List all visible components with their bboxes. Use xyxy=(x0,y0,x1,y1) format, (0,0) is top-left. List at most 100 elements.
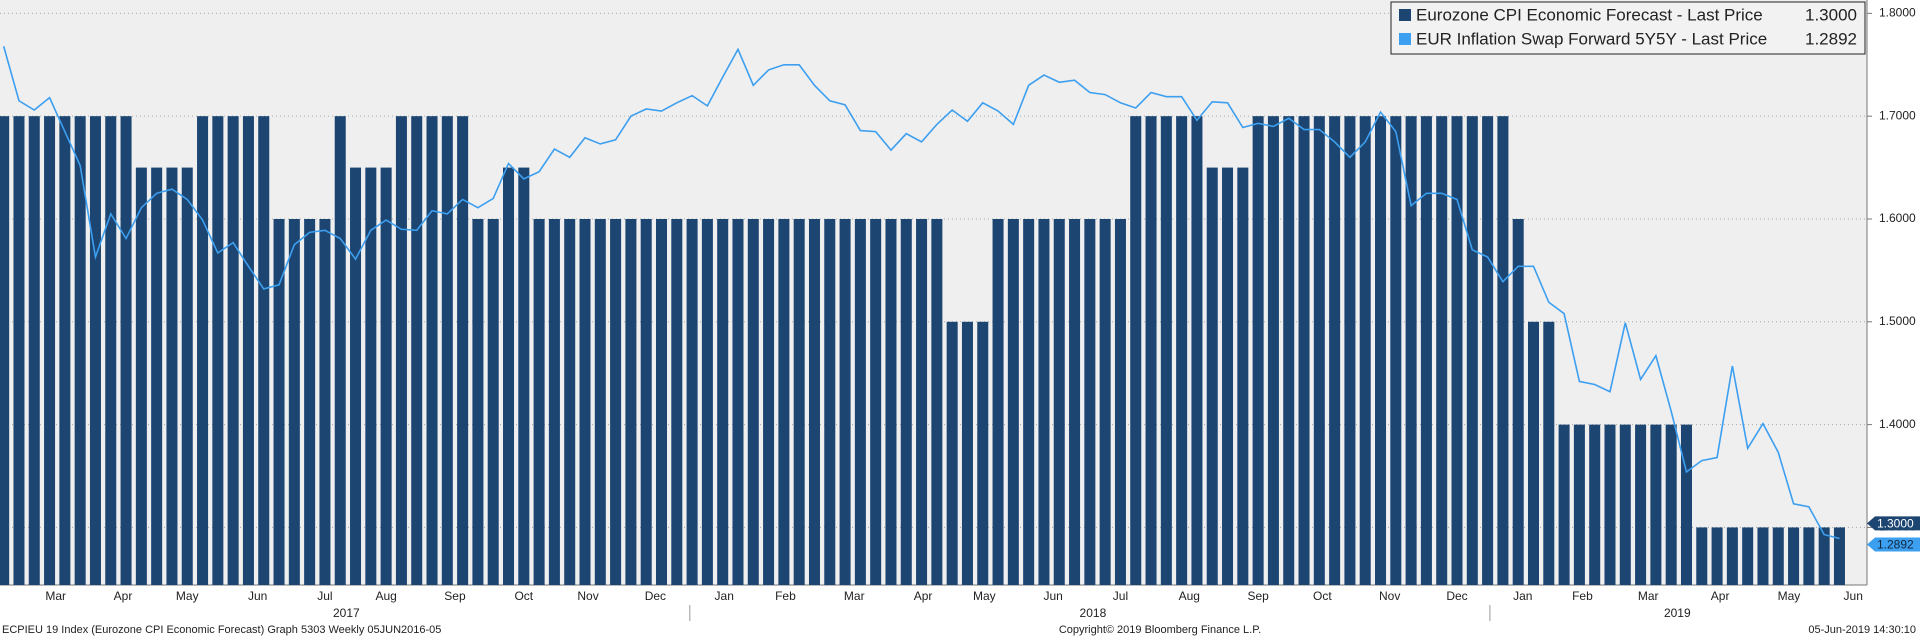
bar xyxy=(288,218,300,586)
bar xyxy=(1512,218,1524,586)
bar xyxy=(625,218,637,586)
bar xyxy=(426,116,438,586)
x-tick-label: Feb xyxy=(775,589,796,603)
bar xyxy=(1053,218,1065,586)
bar xyxy=(1436,116,1448,586)
bar xyxy=(977,321,989,585)
bar xyxy=(1099,218,1111,586)
legend-swatch xyxy=(1399,33,1411,45)
y-tick-label: 1.5000 xyxy=(1879,314,1916,328)
bar xyxy=(319,218,331,586)
year-label: 2017 xyxy=(333,606,360,620)
bar xyxy=(1267,116,1279,586)
bar xyxy=(1696,527,1708,585)
bar xyxy=(717,218,729,586)
bar xyxy=(212,116,224,586)
bar xyxy=(1069,218,1081,586)
bar xyxy=(1191,116,1203,586)
x-tick-label: Aug xyxy=(375,589,396,603)
bar xyxy=(1206,167,1218,585)
bar xyxy=(992,218,1004,586)
y-tick-label: 1.7000 xyxy=(1879,108,1916,122)
bar xyxy=(1007,218,1019,586)
bar xyxy=(533,218,545,586)
bar xyxy=(1160,116,1172,586)
legend-box xyxy=(1390,1,1866,55)
bar xyxy=(350,167,362,585)
bar xyxy=(1344,116,1356,586)
bar xyxy=(518,167,530,585)
bar xyxy=(1665,424,1677,585)
bar xyxy=(1084,218,1096,586)
x-tick-label: Sep xyxy=(1247,589,1269,603)
bar xyxy=(365,167,377,585)
bar xyxy=(548,218,560,586)
bar xyxy=(946,321,958,585)
bar xyxy=(120,116,132,586)
legend-label: Eurozone CPI Economic Forecast - Last Pr… xyxy=(1416,5,1763,24)
bar xyxy=(1298,116,1310,586)
bar xyxy=(135,167,147,585)
x-tick-label: Apr xyxy=(114,589,133,603)
bar xyxy=(1451,116,1463,586)
bar xyxy=(579,218,591,586)
bar xyxy=(610,218,622,586)
bar xyxy=(778,218,790,586)
bar xyxy=(961,321,973,585)
legend-label: EUR Inflation Swap Forward 5Y5Y - Last P… xyxy=(1416,29,1767,48)
bar xyxy=(824,218,836,586)
x-tick-label: Oct xyxy=(1313,589,1332,603)
bar xyxy=(1573,424,1585,585)
year-label: 2018 xyxy=(1080,606,1107,620)
bar xyxy=(1222,167,1234,585)
bar xyxy=(89,116,101,586)
x-tick-label: Mar xyxy=(45,589,66,603)
bar xyxy=(503,167,515,585)
bar xyxy=(166,167,178,585)
bar xyxy=(1038,218,1050,586)
bar xyxy=(1420,116,1432,586)
x-tick-label: Sep xyxy=(444,589,466,603)
bar xyxy=(1635,424,1647,585)
bar xyxy=(564,218,576,586)
bar xyxy=(242,116,254,586)
bar xyxy=(763,218,775,586)
bar xyxy=(885,218,897,586)
bar xyxy=(701,218,713,586)
bar xyxy=(594,218,606,586)
bar xyxy=(1711,527,1723,585)
bar xyxy=(441,116,453,586)
bar xyxy=(1818,527,1830,585)
bar xyxy=(13,116,25,586)
bar xyxy=(1833,527,1845,585)
x-tick-label: Nov xyxy=(1379,589,1400,603)
bar xyxy=(686,218,698,586)
x-tick-label: Jun xyxy=(248,589,267,603)
bar xyxy=(900,218,912,586)
bar xyxy=(197,116,209,586)
bar xyxy=(793,218,805,586)
bar xyxy=(1543,321,1555,585)
bar xyxy=(1619,424,1631,585)
line xyxy=(2,46,1840,540)
bar xyxy=(457,116,469,586)
bar xyxy=(395,116,407,586)
bar xyxy=(227,116,239,586)
x-tick-label: Aug xyxy=(1179,589,1200,603)
legend-last-price: 1.3000 xyxy=(1805,5,1857,24)
bar xyxy=(1757,527,1769,585)
bar xyxy=(487,218,499,586)
bar xyxy=(1558,424,1570,585)
bar xyxy=(1359,116,1371,586)
bar xyxy=(151,167,163,585)
bar xyxy=(1130,116,1142,586)
y-tick-label: 1.6000 xyxy=(1879,211,1916,225)
bar xyxy=(334,116,346,586)
bar xyxy=(411,116,423,586)
bar xyxy=(732,218,744,586)
bar xyxy=(1252,116,1264,586)
bar xyxy=(1237,167,1249,585)
bar xyxy=(380,167,392,585)
legend-swatch xyxy=(1399,9,1411,21)
